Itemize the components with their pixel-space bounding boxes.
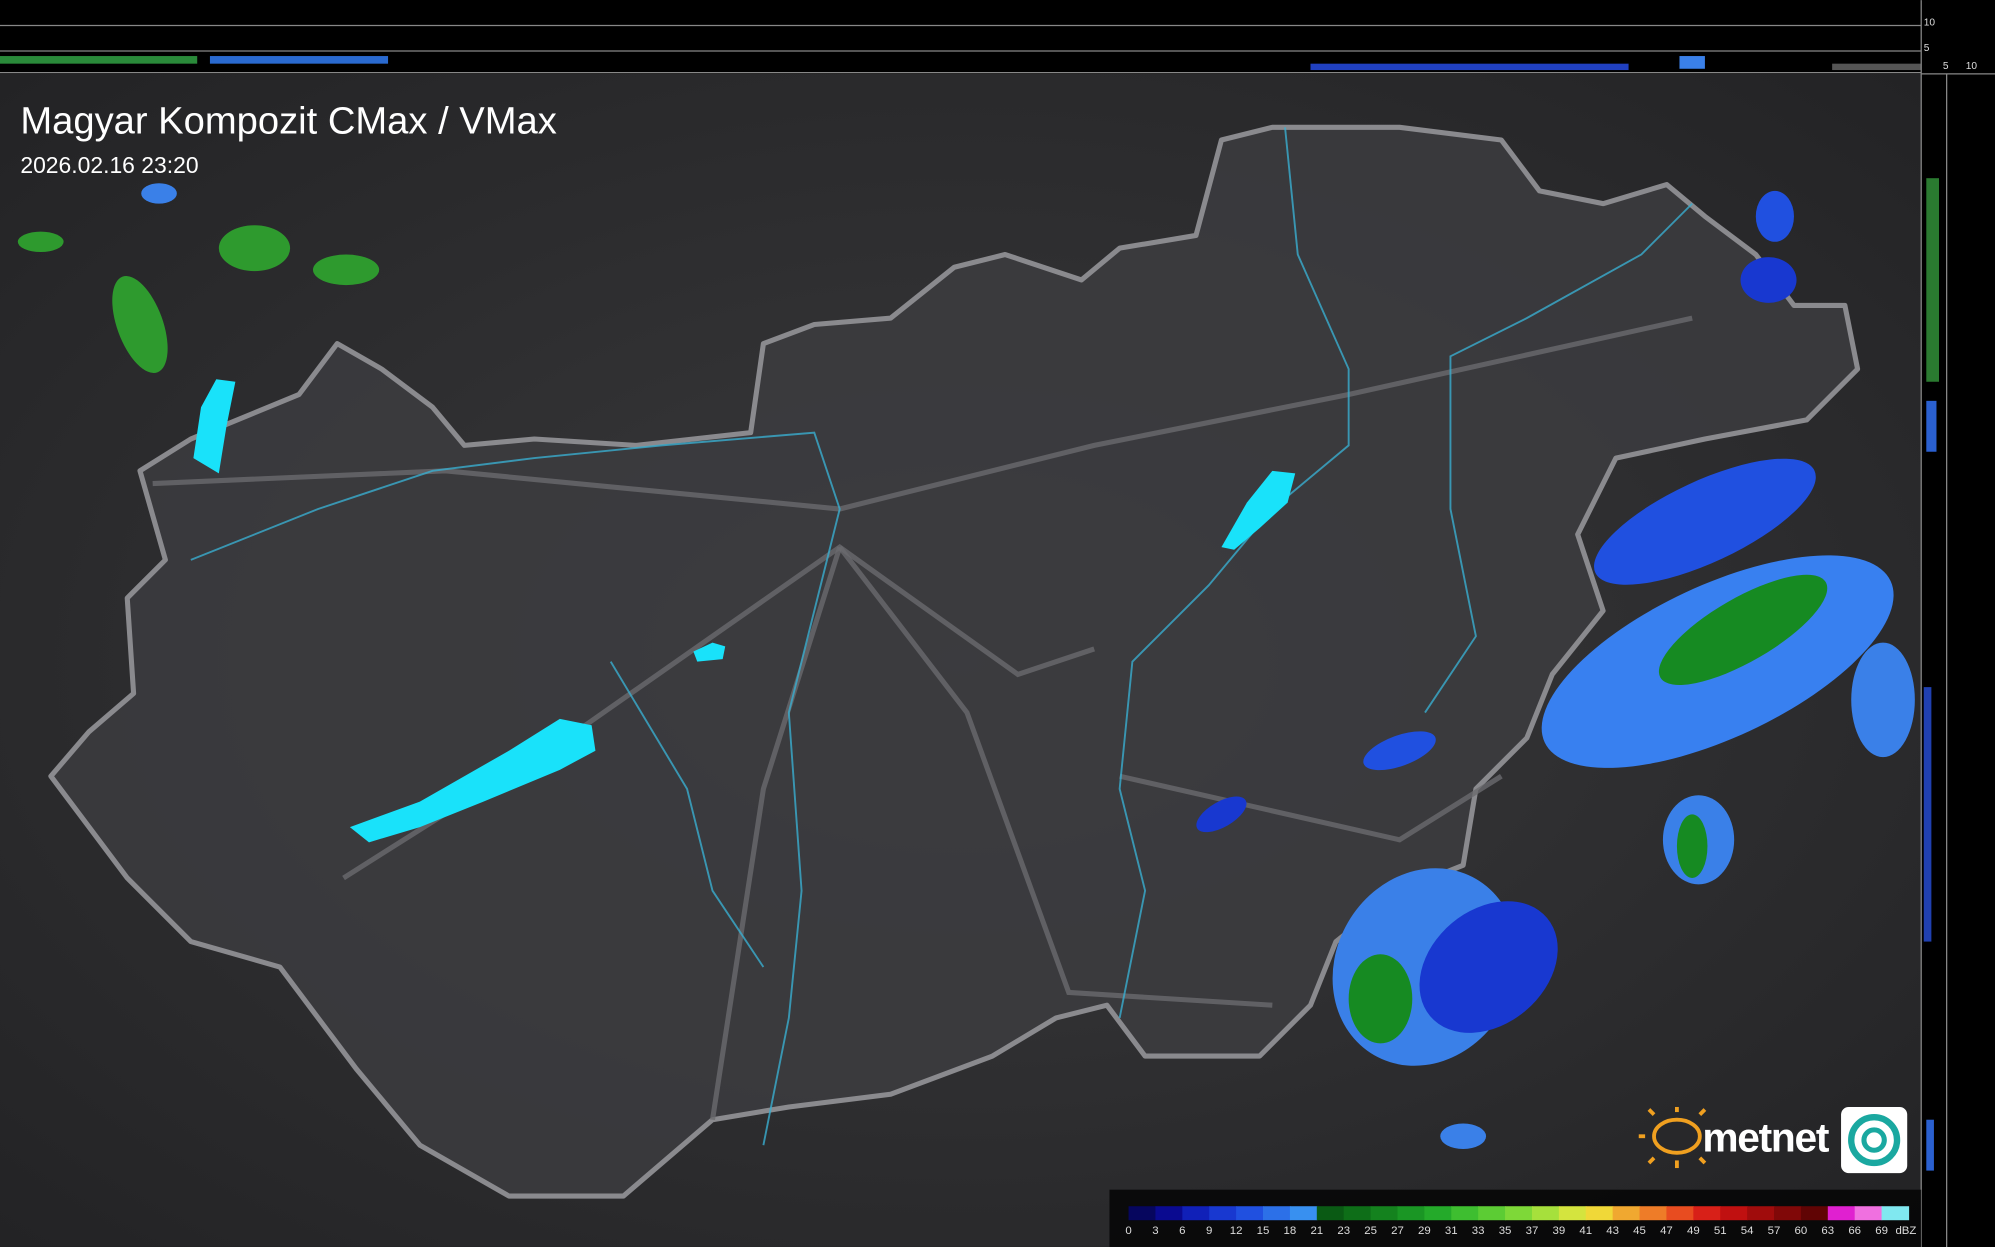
legend-label: 35 <box>1499 1225 1512 1237</box>
legend-swatch <box>1155 1206 1183 1221</box>
legend-label: 15 <box>1257 1225 1270 1237</box>
roads <box>152 315 1693 1121</box>
legend-swatch <box>1774 1206 1802 1221</box>
legend-label: 23 <box>1337 1225 1350 1237</box>
radar-echoes <box>17 183 1915 1149</box>
legend-swatch <box>1505 1206 1533 1221</box>
legend-swatch <box>1639 1206 1668 1221</box>
legend-swatch <box>1263 1206 1291 1221</box>
legend-label: 49 <box>1687 1225 1700 1237</box>
legend-label: 9 <box>1206 1225 1212 1237</box>
legend-swatch <box>1800 1206 1829 1221</box>
legend: 0 3 6 9 12 15 18 21 23 25 27 29 31 33 35 37 39 41 43 45 47 49… <box>1125 1206 1916 1237</box>
legend-label: 51 <box>1714 1225 1727 1237</box>
legend-label: 12 <box>1230 1225 1243 1237</box>
legend-label: 33 <box>1472 1225 1485 1237</box>
legend-label: 39 <box>1552 1225 1565 1237</box>
legend-label: 37 <box>1526 1225 1539 1237</box>
legend-swatch <box>1316 1206 1345 1221</box>
legend-label: 25 <box>1364 1225 1377 1237</box>
legend-swatch <box>1827 1206 1856 1221</box>
side-label: 5 <box>1943 61 1949 72</box>
legend-swatch <box>1747 1206 1775 1221</box>
legend-label: 63 <box>1821 1225 1834 1237</box>
lakes <box>193 379 1296 843</box>
legend-label: 18 <box>1284 1225 1297 1237</box>
legend-swatch <box>1209 1206 1237 1221</box>
legend-swatch <box>1397 1206 1426 1221</box>
side-label: 10 <box>1924 18 1936 29</box>
logo-text: metnet <box>1702 1115 1830 1161</box>
legend-label: 0 <box>1125 1225 1131 1237</box>
legend-label: 31 <box>1445 1225 1458 1237</box>
legend-swatch <box>1128 1206 1157 1221</box>
timestamp: 2026.02.16 23:20 <box>20 152 198 178</box>
legend-swatch <box>1854 1206 1883 1221</box>
legend-label: 41 <box>1579 1225 1592 1237</box>
legend-swatch <box>1881 1206 1910 1221</box>
legend-label: 57 <box>1768 1225 1781 1237</box>
legend-label: 69 <box>1875 1225 1888 1237</box>
legend-label: 6 <box>1179 1225 1185 1237</box>
legend-swatch <box>1693 1206 1721 1221</box>
legend-label: 66 <box>1848 1225 1861 1237</box>
legend-swatch <box>1585 1206 1614 1221</box>
rivers <box>190 127 1693 1146</box>
logo: metnet <box>1638 1106 1908 1174</box>
legend-label: 45 <box>1633 1225 1646 1237</box>
legend-label: 3 <box>1152 1225 1158 1237</box>
legend-unit: dBZ <box>1895 1225 1916 1237</box>
side-label: 10 <box>1966 61 1978 72</box>
legend-swatch <box>1531 1206 1560 1221</box>
top-strip <box>0 24 1922 74</box>
legend-label: 60 <box>1795 1225 1808 1237</box>
legend-swatch <box>1451 1206 1479 1221</box>
legend-swatch <box>1182 1206 1210 1221</box>
legend-label: 21 <box>1310 1225 1323 1237</box>
legend-label: 47 <box>1660 1225 1673 1237</box>
legend-swatch <box>1424 1206 1452 1221</box>
legend-label: 29 <box>1418 1225 1431 1237</box>
legend-swatch <box>1236 1206 1264 1221</box>
legend-swatch <box>1289 1206 1318 1221</box>
legend-swatch <box>1612 1206 1641 1221</box>
legend-label: 43 <box>1606 1225 1619 1237</box>
title: Magyar Kompozit CMax / VMax <box>20 100 556 143</box>
legend-swatch <box>1370 1206 1399 1221</box>
legend-swatch <box>1666 1206 1694 1221</box>
legend-swatch <box>1720 1206 1748 1221</box>
legend-label: 54 <box>1741 1225 1754 1237</box>
legend-swatch <box>1343 1206 1372 1221</box>
side-label: 5 <box>1924 43 1930 54</box>
right-strip <box>1920 0 1995 1247</box>
legend-swatch <box>1558 1206 1587 1221</box>
legend-swatch <box>1478 1206 1506 1221</box>
legend-label: 27 <box>1391 1225 1404 1237</box>
